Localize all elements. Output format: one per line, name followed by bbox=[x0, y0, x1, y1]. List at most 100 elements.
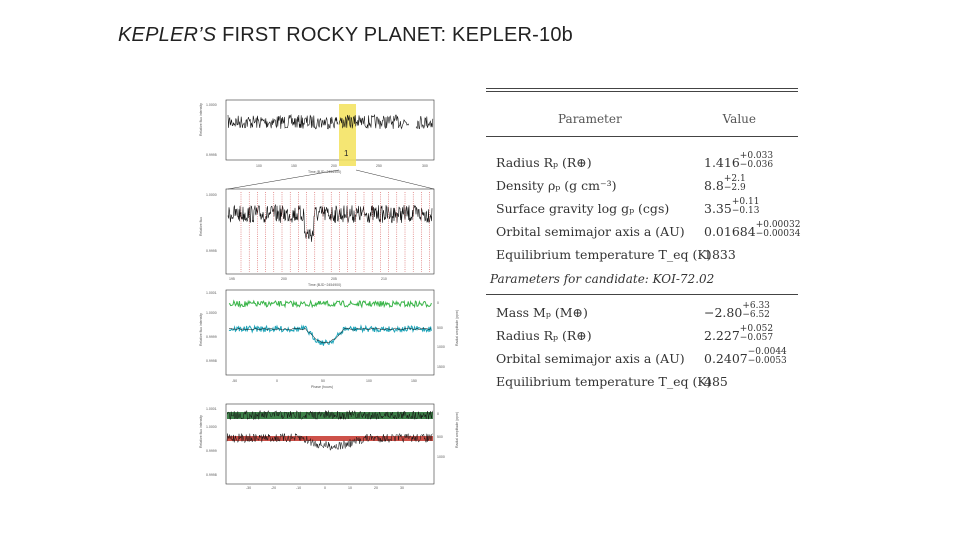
uncertainty-lower: −6.52 bbox=[742, 310, 770, 320]
panel1-ytick: 0.9995 bbox=[206, 153, 217, 157]
uncertainty-lower: −0.00034 bbox=[755, 229, 801, 239]
koi-rows: Mass Mₚ (M⊕) −2.80 +6.33 −6.52 Radius Rₚ (R⊕… bbox=[486, 301, 798, 393]
row-parameter: Radius Rₚ (R⊕) bbox=[496, 328, 592, 343]
panel4-xtick: 30 bbox=[400, 486, 404, 490]
panel4-scatter-lower bbox=[226, 432, 433, 451]
uncertainty-upper: +2.1 bbox=[723, 174, 746, 184]
panel3-xtick: 0 bbox=[276, 379, 278, 383]
table-row: Density ρₚ (g cm⁻³) 8.8 +2.1 −2.9 bbox=[486, 174, 798, 197]
value-number: 0.01684 bbox=[704, 224, 756, 239]
table-row: Radius Rₚ (R⊕) 2.227 +0.052 −0.057 bbox=[486, 324, 798, 347]
uncertainty-upper: +0.00032 bbox=[755, 220, 801, 230]
kepler-light-curve-figure: 1 Relative flux intensity 1.0000 0.9995 100 1… bbox=[196, 92, 461, 492]
panel1-light-curve bbox=[338, 114, 357, 129]
row-value: 2.227 +0.052 −0.057 bbox=[704, 325, 780, 344]
panel2-xtick: 205 bbox=[331, 277, 337, 281]
panel2-ytick: 0.9995 bbox=[206, 249, 217, 253]
uncertainty-lower: −0.0053 bbox=[747, 356, 787, 366]
row-parameter: Equilibrium temperature T_eq (K) bbox=[496, 247, 712, 262]
row-value: 1.416 +0.033 −0.036 bbox=[704, 151, 780, 171]
uncertainty-upper: +0.11 bbox=[731, 197, 760, 207]
panel2-frame bbox=[225, 188, 435, 275]
panel3-xtick: -50 bbox=[232, 379, 237, 383]
panel1-xtick: 250 bbox=[376, 164, 382, 168]
panel2-xtick: 200 bbox=[281, 277, 287, 281]
section-rule bbox=[486, 294, 798, 295]
panel3-ylabel: Relative flux intensity bbox=[199, 313, 203, 346]
row-value: 0.2407 −0.0044 −0.0053 bbox=[704, 347, 788, 367]
table-row: Radius Rₚ (R⊕) 1.416 +0.033 −0.036 bbox=[486, 151, 798, 174]
panel4-right-tick: 1000 bbox=[437, 455, 445, 459]
row-parameter: Equilibrium temperature T_eq (K) bbox=[496, 374, 712, 389]
value-number: 1.416 bbox=[704, 155, 740, 170]
panel1-xlabel: Time (BJD−2454900) bbox=[308, 170, 341, 174]
table-row: Surface gravity log gₚ (cgs) 3.35 +0.11 −0.… bbox=[486, 197, 798, 220]
panel4-xtick: 10 bbox=[348, 486, 352, 490]
uncertainty-lower: −0.036 bbox=[739, 160, 774, 170]
uncertainty-lower: −0.057 bbox=[739, 333, 774, 343]
table-top-rule bbox=[486, 88, 798, 92]
table-row: Orbital semimajor axis a (AU) 0.01684 +0.0… bbox=[486, 220, 800, 243]
panel3-model bbox=[228, 327, 432, 343]
panel4-ytick: 1.0000 bbox=[206, 425, 217, 429]
panel1-light-curve bbox=[227, 113, 339, 130]
uncertainty-upper: +0.033 bbox=[739, 151, 774, 161]
table-row: Equilibrium temperature T_eq (K) 1833 bbox=[486, 243, 798, 266]
panel1-xtick: 100 bbox=[256, 164, 262, 168]
value-number: 8.8 bbox=[704, 178, 724, 193]
parameter-table: Parameter Value Radius Rₚ (R⊕) 1.416 +0.03… bbox=[486, 88, 800, 393]
table-header-rule bbox=[486, 136, 798, 137]
panel3-right-label: Radial amplitude (ppm) bbox=[455, 310, 459, 346]
uncertainty-upper: +6.33 bbox=[742, 301, 770, 311]
row-parameter: Orbital semimajor axis a (AU) bbox=[496, 224, 685, 239]
panel1-light-curve bbox=[415, 116, 434, 130]
panel2-xtick: 210 bbox=[381, 277, 387, 281]
uncertainty-upper: −0.0044 bbox=[747, 347, 787, 357]
panel4-xtick: 20 bbox=[374, 486, 378, 490]
zoom-connector bbox=[227, 169, 340, 190]
row-parameter: Radius Rₚ (R⊕) bbox=[496, 155, 592, 170]
panel2-xlabel: Time (BJD−2454900) bbox=[308, 283, 341, 287]
panel3-xlabel: Phase (hours) bbox=[311, 385, 333, 389]
header-value: Value bbox=[722, 112, 756, 126]
panel1-xtick: 300 bbox=[422, 164, 428, 168]
panel4-red-band bbox=[227, 436, 433, 441]
panel3-ytick: 0.9998 bbox=[206, 359, 217, 363]
title-rest: FIRST ROCKY PLANET: KEPLER-10b bbox=[216, 24, 574, 46]
candidate-section-label: Parameters for candidate: KOI-72.02 bbox=[490, 272, 715, 286]
panel1-light-curve bbox=[355, 114, 410, 130]
title-italic-part: KEPLER’S bbox=[118, 24, 217, 46]
value-number: −2.80 bbox=[704, 305, 743, 320]
panel3-frame bbox=[225, 289, 435, 376]
panel2-xtick: 195 bbox=[229, 277, 235, 281]
panel3-xtick: 100 bbox=[366, 379, 372, 383]
panel4-xtick: 0 bbox=[324, 486, 326, 490]
uncertainty-lower: −0.13 bbox=[731, 206, 760, 216]
value-number: 2.227 bbox=[704, 328, 740, 343]
panel4-right-tick: 500 bbox=[437, 435, 443, 439]
header-parameter: Parameter bbox=[558, 112, 622, 126]
row-value: 1833 bbox=[704, 247, 736, 262]
panel4-ylabel: Relative flux intensity bbox=[199, 415, 203, 448]
panel3-xtick: 150 bbox=[411, 379, 417, 383]
panel1-ytick: 1.0000 bbox=[206, 103, 217, 107]
row-parameter: Orbital semimajor axis a (AU) bbox=[496, 351, 685, 366]
value-number: 0.2407 bbox=[704, 351, 748, 366]
panel3-right-tick: 0 bbox=[437, 301, 439, 305]
value-number: 1833 bbox=[704, 247, 736, 262]
row-parameter: Density ρₚ (g cm⁻³) bbox=[496, 178, 617, 193]
table-row: Orbital semimajor axis a (AU) 0.2407 −0.00… bbox=[486, 347, 798, 370]
row-value: 8.8 +2.1 −2.9 bbox=[704, 174, 764, 194]
panel2-light-curve bbox=[227, 203, 433, 242]
panel4-ytick: 0.9998 bbox=[206, 473, 217, 477]
panel3-ytick: 0.9999 bbox=[206, 335, 217, 339]
panel2-ylabel: Relative flux bbox=[199, 217, 203, 236]
panel3-right-tick: 500 bbox=[437, 326, 443, 330]
panel2-ytick: 1.0000 bbox=[206, 193, 217, 197]
row-value: 0.01684 +0.00032 −0.00034 bbox=[704, 221, 800, 240]
panel1-frame bbox=[225, 99, 435, 161]
panel4-xtick: -20 bbox=[271, 486, 276, 490]
panel3-green-series bbox=[228, 299, 432, 309]
panel1-xtick: 200 bbox=[331, 164, 337, 168]
